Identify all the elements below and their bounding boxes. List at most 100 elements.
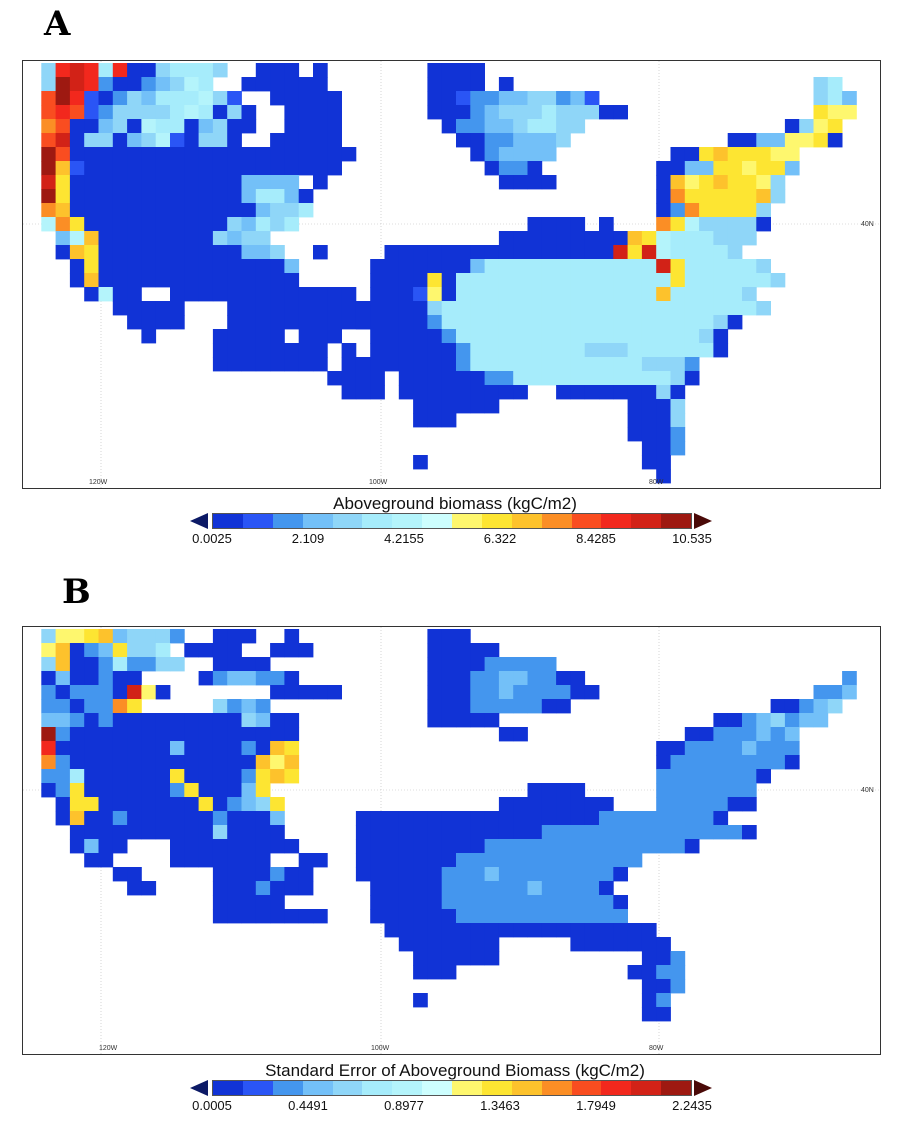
grid-cell: [298, 203, 314, 218]
grid-cell: [413, 825, 428, 840]
grid-cell: [742, 755, 757, 770]
grid-cell: [641, 287, 657, 302]
grid-cell: [656, 175, 671, 190]
grid-cell: [484, 881, 500, 896]
grid-cell: [656, 427, 671, 442]
grid-cell: [241, 881, 257, 896]
grid-cell: [484, 301, 500, 316]
grid-cell: [198, 755, 214, 770]
grid-cell: [756, 203, 771, 218]
grid-cell: [727, 147, 743, 162]
grid-cell: [413, 245, 428, 260]
grid-cell: [541, 245, 557, 260]
grid-cell: [170, 853, 185, 868]
grid-cell: [184, 203, 199, 218]
grid-cell: [770, 699, 786, 714]
grid-cell: [127, 259, 142, 274]
grid-cell: [241, 713, 257, 728]
grid-cell: [98, 755, 114, 770]
grid-cell: [513, 147, 528, 162]
grid-cell: [198, 189, 214, 204]
grid-cell: [498, 175, 514, 190]
grid-cell: [212, 343, 228, 358]
grid-cell: [255, 287, 271, 302]
grid-cell: [527, 217, 543, 232]
grid-cell: [184, 231, 199, 246]
grid-cell: [498, 105, 514, 120]
grid-cell: [498, 343, 514, 358]
grid-cell: [556, 371, 571, 386]
grid-cell: [112, 699, 128, 714]
grid-cell: [341, 147, 357, 162]
grid-cell: [212, 895, 228, 910]
grid-cell: [570, 273, 586, 288]
colorbar-title: Standard Error of Aboveground Biomass (k…: [265, 1061, 645, 1080]
grid-cell: [427, 343, 443, 358]
grid-cell: [484, 259, 500, 274]
grid-cell: [327, 371, 342, 386]
grid-cell: [484, 91, 500, 106]
panel-label-a: A: [44, 4, 71, 44]
grid-cell: [484, 867, 500, 882]
grid-cell: [456, 329, 471, 344]
grid-cell: [170, 273, 185, 288]
grid-cell: [456, 657, 471, 672]
grid-cell: [341, 287, 357, 302]
grid-cell: [198, 161, 214, 176]
grid-cell: [498, 811, 514, 826]
grid-cell: [527, 231, 543, 246]
grid-cell: [599, 923, 614, 938]
grid-cell: [627, 825, 643, 840]
grid-cell: [456, 699, 471, 714]
grid-cell: [770, 713, 786, 728]
grid-cell: [484, 825, 500, 840]
grid-cell: [398, 371, 414, 386]
grid-cell: [141, 203, 157, 218]
grid-cell: [112, 161, 128, 176]
grid-cell: [713, 231, 729, 246]
grid-cell: [384, 867, 400, 882]
grid-cell: [627, 273, 643, 288]
grid-cell: [69, 727, 85, 742]
grid-cell: [584, 839, 600, 854]
grid-cell: [313, 133, 328, 148]
grid-cell: [813, 91, 829, 106]
grid-cell: [241, 769, 257, 784]
grid-cell: [41, 175, 56, 190]
grid-cell: [441, 287, 457, 302]
grid-cell: [127, 231, 142, 246]
grid-cell: [241, 783, 257, 798]
colorbar-tick-label: 0.0005: [192, 1098, 232, 1113]
grid-cell: [842, 105, 857, 120]
colorbar-swatch: [272, 514, 303, 528]
grid-cell: [498, 881, 514, 896]
grid-cell: [241, 909, 257, 924]
grid-cell: [470, 839, 485, 854]
grid-cell: [756, 133, 771, 148]
grid-cell: [255, 175, 271, 190]
grid-cell: [184, 839, 199, 854]
grid-cell: [284, 727, 300, 742]
grid-cell: [513, 315, 528, 330]
grid-cell: [627, 937, 643, 952]
grid-cell: [341, 385, 357, 400]
grid-cell: [127, 217, 142, 232]
grid-cell: [198, 713, 214, 728]
grid-cell: [155, 273, 171, 288]
grid-cell: [541, 881, 557, 896]
grid-cell: [641, 979, 657, 994]
grid-cell: [456, 643, 471, 658]
grid-cell: [284, 713, 300, 728]
grid-cell: [212, 825, 228, 840]
grid-cell: [184, 259, 199, 274]
grid-cell: [241, 119, 257, 134]
grid-cell: [656, 797, 671, 812]
grid-cell: [742, 797, 757, 812]
grid-cell: [227, 783, 242, 798]
grid-cell: [441, 811, 457, 826]
lon-label-100w: 100W: [371, 1045, 390, 1052]
grid-cell: [370, 329, 385, 344]
grid-cell: [313, 91, 328, 106]
grid-cell: [141, 783, 157, 798]
grid-cell: [756, 769, 771, 784]
